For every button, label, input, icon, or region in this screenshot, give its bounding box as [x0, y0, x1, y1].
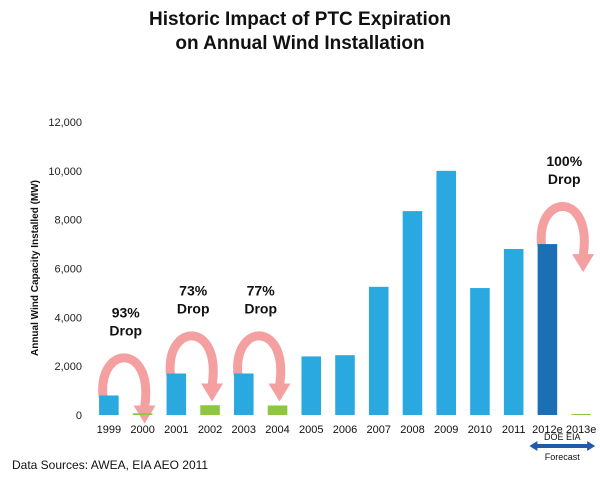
x-tick-label: 2012e: [532, 424, 563, 436]
bar-2010: [470, 288, 490, 415]
bar-2009: [436, 170, 456, 415]
x-tick-label: 2004: [265, 424, 289, 436]
bar-2007: [368, 286, 389, 415]
x-tick-label: 2003: [232, 424, 256, 436]
bar-2000: [132, 413, 153, 415]
x-tick-label: 2006: [333, 424, 357, 436]
drop-word-label: Drop: [109, 322, 142, 338]
x-tick-label: 2011: [502, 424, 526, 436]
x-tick-label: 2008: [400, 424, 424, 436]
bar-2004: [267, 405, 288, 415]
bars: [99, 170, 591, 415]
x-tick-label: 2001: [164, 424, 188, 436]
x-tick-label: 2010: [468, 424, 492, 436]
drop-word-label: Drop: [177, 300, 210, 316]
forecast-marker: DOE EIA Forecast: [529, 432, 596, 462]
drop-arrow-head: [572, 254, 595, 273]
drop-word-label: Drop: [244, 300, 277, 316]
bar-2012e: [537, 244, 558, 415]
x-tick-label: 2013e: [566, 424, 597, 436]
x-tick-label: 2005: [299, 424, 323, 436]
y-axis-label: Annual Wind Capacity Installed (MW): [30, 180, 41, 356]
bar-2001: [166, 373, 187, 415]
y-tick-label: 12,000: [48, 117, 82, 129]
x-tick-label: 2002: [198, 424, 222, 436]
chart-title-line-2: on Annual Wind Installation: [175, 33, 425, 54]
drop-arrow-curve: [165, 331, 218, 390]
bar-2008: [402, 211, 423, 415]
drop-annotations: 93% Drop 73% Drop 77% Drop 100% Drop: [109, 153, 582, 338]
drop-arrow-head: [268, 383, 291, 402]
y-tick-label: 10,000: [48, 166, 82, 178]
forecast-label-line-1: DOE EIA: [544, 432, 581, 442]
drop-arrow-curve: [536, 202, 589, 261]
drop-arrow-head: [201, 383, 224, 402]
bar-2005: [301, 356, 322, 415]
drop-percent-label: 73%: [179, 282, 208, 298]
x-tick-label: 2007: [366, 424, 390, 436]
drop-percent-label: 93%: [112, 304, 141, 320]
bar-1999: [99, 395, 119, 415]
drop-arrow-curve: [233, 331, 286, 390]
bar-2006: [335, 355, 355, 415]
chart-title-line-1: Historic Impact of PTC Expiration: [149, 9, 451, 30]
drop-word-label: Drop: [548, 171, 581, 187]
data-sources-note: Data Sources: AWEA, EIA AEO 2011: [12, 458, 209, 472]
y-tick-label: 6,000: [54, 264, 82, 276]
y-tick-label: 2,000: [54, 361, 82, 373]
y-tick-label: 0: [76, 410, 82, 422]
bar-2011: [503, 248, 524, 415]
y-tick-label: 4,000: [54, 312, 82, 324]
forecast-label-line-2: Forecast: [545, 452, 581, 462]
bar-2013e: [571, 414, 591, 415]
drop-percent-label: 100%: [546, 153, 582, 169]
drop-arrow-curve: [98, 353, 151, 412]
bar-2003: [234, 373, 254, 415]
x-tick-label: 1999: [97, 424, 121, 436]
x-tick-label: 2009: [434, 424, 458, 436]
bar-2002: [200, 405, 220, 415]
y-tick-label: 8,000: [54, 215, 82, 227]
chart-title: Historic Impact of PTC Expiration on Ann…: [0, 8, 600, 56]
y-axis-ticks: 0 2,000 4,000 6,000 8,000 10,000 12,000: [48, 117, 82, 422]
drop-percent-label: 77%: [247, 282, 276, 298]
x-axis-ticks: 1999 2000 2001 2002 2003 2004 2005 2006 2007 2008…: [97, 424, 597, 436]
forecast-double-arrow: [529, 441, 596, 451]
y-axis-label-group: Annual Wind Capacity Installed (MW): [30, 180, 41, 356]
x-tick-label: 2000: [130, 424, 154, 436]
